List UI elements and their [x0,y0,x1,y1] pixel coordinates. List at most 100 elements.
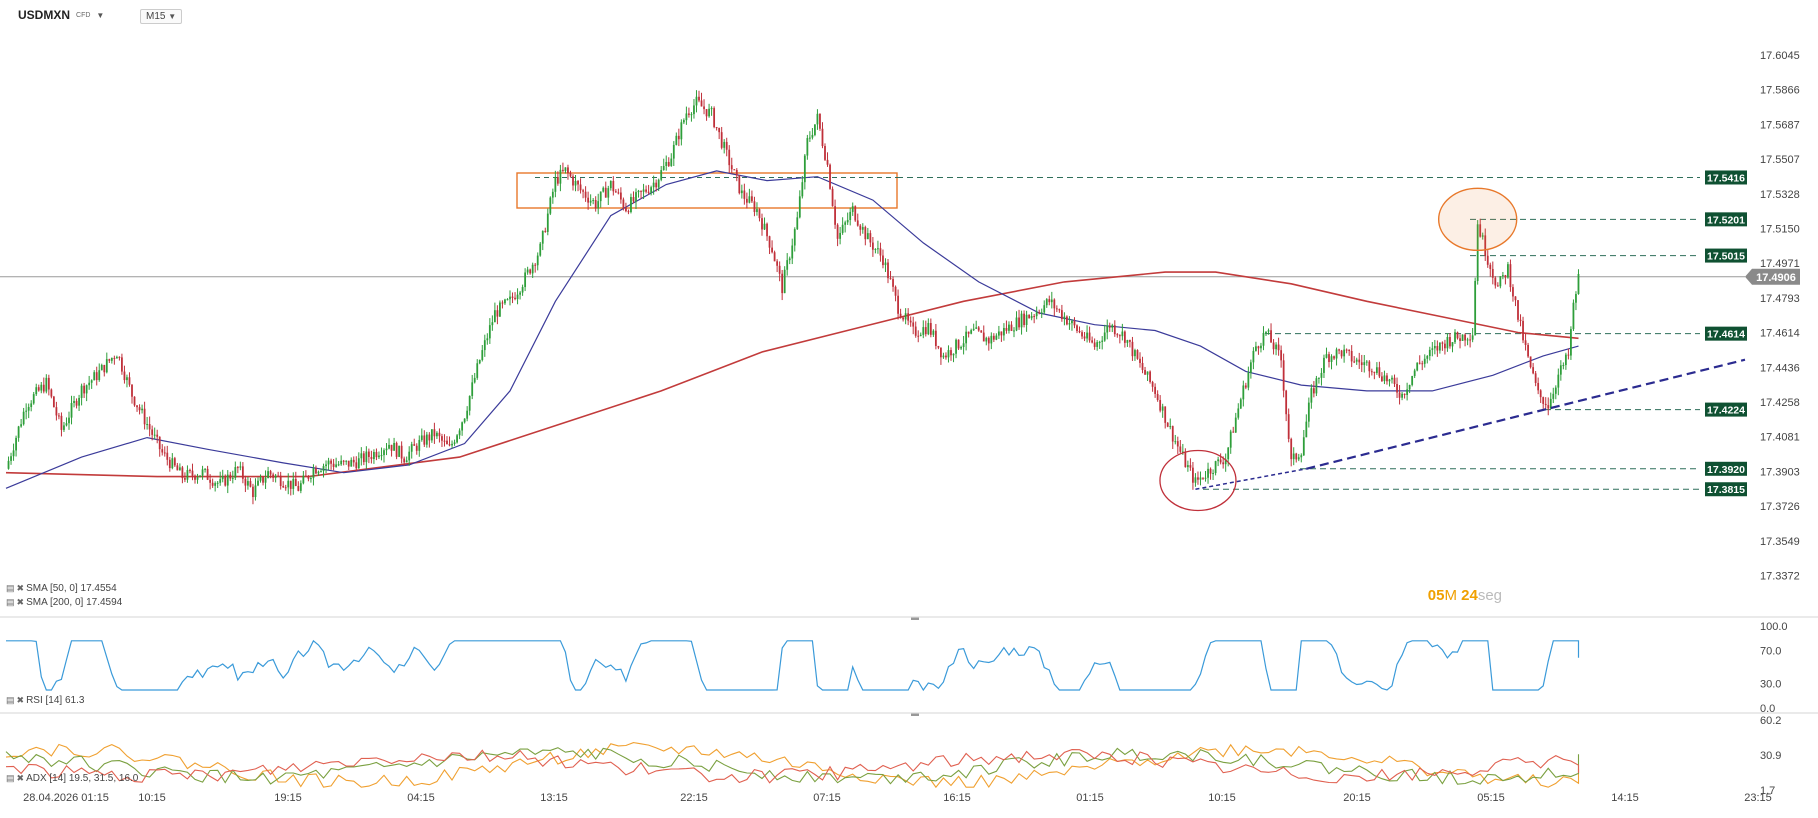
candle-body [997,331,1000,336]
candle-body [370,456,373,460]
candle-body [562,169,564,171]
candle-body [546,213,549,232]
candle-body [1438,342,1441,351]
candle-body [1464,334,1466,341]
candle-body [322,466,325,472]
candle-body [451,443,453,446]
candle-body [340,460,343,465]
candle-body [1496,285,1499,287]
candle-body [665,161,668,166]
candle-body [531,264,534,274]
timeframe-select[interactable]: M15 ▼ [140,9,183,24]
candle-body [735,169,738,176]
candle-body [332,463,335,467]
candle-body [655,182,658,188]
legend-adx[interactable]: ▤ ✖ ADX [14] 19.5, 31.5, 16.0 [6,773,138,784]
candle-body [1045,299,1048,306]
candle-body [899,313,902,318]
time-tick-label: 28.04.2026 01:15 [23,792,109,804]
candle-body [395,442,398,457]
candle-body [798,196,801,218]
candle-body [1557,374,1560,388]
close-icon[interactable]: ✖ [16,695,24,705]
candle-body [569,173,572,177]
candle-body [957,339,960,349]
close-icon[interactable]: ✖ [16,773,24,783]
list-icon[interactable]: ▤ [6,597,14,607]
candle-body [1123,331,1126,343]
candle-body [226,474,229,486]
candle-body [1320,372,1323,378]
candle-body [244,478,247,486]
list-icon[interactable]: ▤ [6,773,14,783]
candle-body [1501,275,1504,277]
candle-body [1144,369,1146,375]
candle-body [262,477,264,483]
time-tick-label: 05:15 [1477,792,1505,804]
candle-body [468,395,471,411]
legend-sma50[interactable]: ▤ ✖ SMA [50, 0] 17.4554 [6,583,117,594]
candle-body [1345,349,1348,351]
candle-body [917,335,920,337]
candle-body [254,485,257,498]
legend-sma200[interactable]: ▤ ✖ SMA [200, 0] 17.4594 [6,597,122,608]
close-icon[interactable]: ✖ [16,597,24,607]
candle-body [1262,332,1265,346]
candle-body [894,286,897,296]
price-tick-label: 17.4614 [1760,328,1800,340]
price-tick-label: 17.6045 [1760,50,1800,62]
candle-body [214,483,217,486]
symbol-header[interactable]: USDMXN CFD ▼ [18,8,104,22]
candle-body [47,377,50,390]
candle-body [1015,317,1018,331]
candle-body [1335,349,1338,359]
candle-body [871,242,874,250]
candle-body [299,483,302,491]
candle-body [191,470,194,476]
candle-body [544,230,547,232]
price-tick-label: 17.4081 [1760,432,1800,444]
candle-body [1572,302,1575,330]
candle-body [698,96,700,101]
candle-body [241,466,244,479]
candle-body [1355,359,1358,362]
candle-body [1290,438,1293,460]
candle-body [1232,431,1235,433]
list-icon[interactable]: ▤ [6,583,14,593]
candle-body [478,359,481,364]
candle-body [803,155,806,183]
candle-body [582,190,584,192]
candle-body [1401,393,1403,398]
candle-body [597,201,600,209]
list-icon[interactable]: ▤ [6,695,14,705]
candle-body [1383,375,1386,382]
candle-body [448,444,451,446]
candle-body [60,415,63,430]
candle-body [851,206,854,212]
candle-body [1280,350,1283,361]
candle-body [1471,335,1474,340]
candle-body [1093,342,1096,347]
candle-body [206,468,209,480]
candle-body [1043,305,1046,313]
candle-body [330,460,332,464]
time-tick-label: 07:15 [813,792,841,804]
candle-body [677,135,680,140]
candle-body [776,261,779,266]
panel-handle: ▬ [911,709,919,718]
legend-rsi[interactable]: ▤ ✖ RSI [14] 61.3 [6,695,84,706]
time-tick-label: 22:15 [680,792,708,804]
chevron-down-icon[interactable]: ▼ [96,10,105,20]
close-icon[interactable]: ✖ [16,583,24,593]
candle-body [854,206,857,221]
candle-body [541,230,544,244]
candle-body [65,423,68,426]
candle-body [1504,275,1507,278]
candle-body [1388,379,1391,382]
rsi-label: RSI [14] 61.3 [26,695,85,706]
candle-body [1207,468,1209,478]
sma50-label: SMA [50, 0] 17.4554 [26,583,117,594]
candle-body [914,326,917,336]
candle-body [1176,441,1179,447]
